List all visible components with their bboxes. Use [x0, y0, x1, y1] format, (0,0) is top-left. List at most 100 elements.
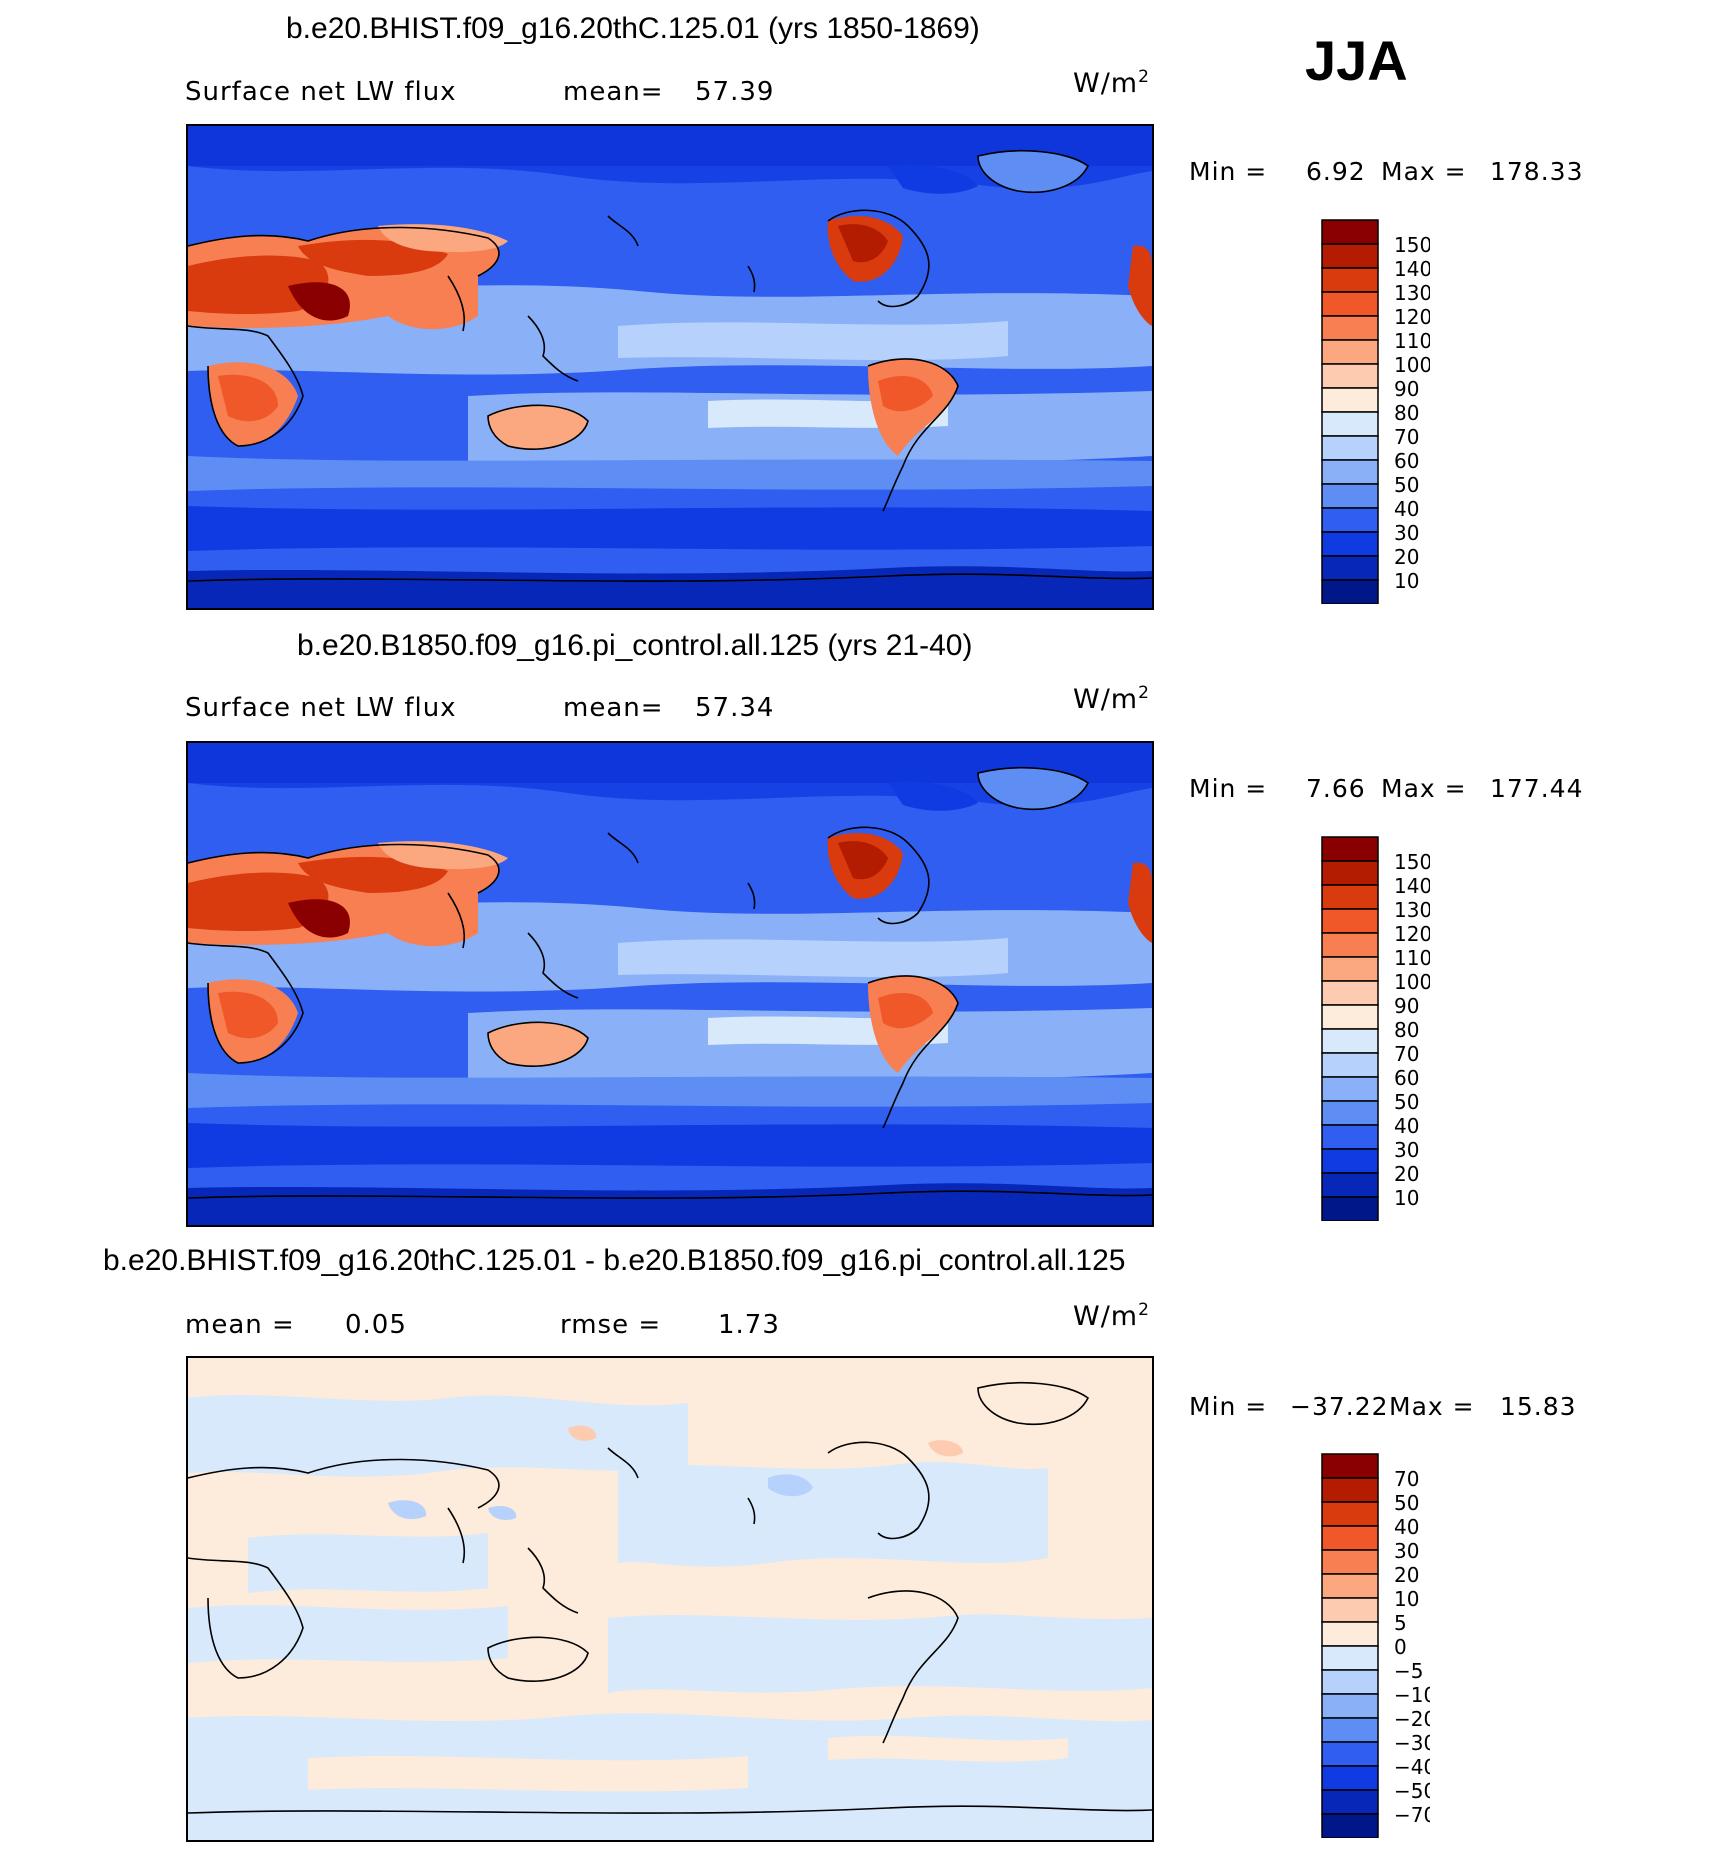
panel2-title: b.e20.B1850.f09_g16.pi_control.all.125 (… [297, 629, 973, 662]
colorbar-swatch [1321, 387, 1379, 413]
panel1-max-value: 178.33 [1490, 157, 1584, 186]
season-label: JJA [1305, 29, 1408, 92]
colorbar-tick-label: 5 [1394, 1611, 1407, 1635]
colorbar-tick-label: 50 [1394, 473, 1419, 497]
colorbar-swatch [1321, 1693, 1379, 1719]
colorbar-tick-label: 20 [1394, 545, 1419, 569]
colorbar-tick-label: 130 [1394, 898, 1430, 922]
colorbar-swatch [1321, 555, 1379, 581]
colorbar-tick-label: 40 [1394, 1114, 1419, 1138]
panel1-title: b.e20.BHIST.f09_g16.20thC.125.01 (yrs 18… [286, 12, 980, 45]
colorbar-tick-label: 110 [1394, 329, 1430, 353]
colorbar-swatch [1321, 932, 1379, 958]
panel2-units: W/m2 [1073, 683, 1150, 715]
colorbar-swatch [1321, 1789, 1379, 1815]
panel3-min-value: −37.22 [1290, 1392, 1389, 1421]
panel3-map [186, 1356, 1154, 1842]
colorbar-tick-label: 30 [1394, 1539, 1419, 1563]
panel3-mean-label: mean = [185, 1310, 295, 1340]
colorbar-tick-label: 50 [1394, 1090, 1419, 1114]
colorbar-swatch [1321, 1004, 1379, 1030]
colorbar-tick-label: 30 [1394, 1138, 1419, 1162]
colorbar-tick-label: 70 [1394, 1042, 1419, 1066]
colorbar-tick-label: 50 [1394, 1491, 1419, 1515]
colorbar-tick-label: 20 [1394, 1162, 1419, 1186]
colorbar-tick-label: 90 [1394, 994, 1419, 1018]
colorbar-swatch [1321, 1765, 1379, 1791]
colorbar-swatch [1321, 243, 1379, 269]
colorbar-tick-label: 10 [1394, 1587, 1419, 1611]
colorbar-tick-label: 20 [1394, 1563, 1419, 1587]
colorbar-swatch [1321, 1477, 1379, 1503]
colorbar-swatch [1321, 1100, 1379, 1126]
colorbar-swatch [1321, 1076, 1379, 1102]
colorbar-tick-label: 10 [1394, 569, 1419, 593]
panel2-min-label: Min = [1189, 774, 1268, 803]
panel2-max-value: 177.44 [1490, 774, 1584, 803]
colorbar-swatch [1321, 908, 1379, 934]
colorbar-swatch [1321, 411, 1379, 437]
colorbar-tick-label: 100 [1394, 970, 1430, 994]
colorbar-tick-label: −30 [1394, 1731, 1430, 1755]
colorbar-swatch [1321, 1172, 1379, 1198]
colorbar-tick-label: 110 [1394, 946, 1430, 970]
colorbar-swatch [1321, 1645, 1379, 1671]
colorbar-swatch [1321, 459, 1379, 485]
colorbar-tick-label: −50 [1394, 1779, 1430, 1803]
colorbar-swatch [1321, 1501, 1379, 1527]
colorbar-tick-label: −20 [1394, 1707, 1430, 1731]
colorbar-swatch [1321, 579, 1379, 604]
colorbar-swatch [1321, 315, 1379, 341]
panel3-min-label: Min = [1189, 1392, 1268, 1421]
panel1-variable: Surface net LW flux [185, 77, 457, 107]
colorbar-swatch [1321, 1741, 1379, 1767]
colorbar-tick-label: −10 [1394, 1683, 1430, 1707]
panel1-map [186, 124, 1154, 610]
colorbar-tick-label: 120 [1394, 922, 1430, 946]
colorbar-tick-label: 80 [1394, 401, 1419, 425]
panel2-map [186, 741, 1154, 1227]
colorbar-swatch [1321, 1525, 1379, 1551]
panel2-mean-label: mean= [563, 693, 664, 723]
colorbar-swatch [1321, 435, 1379, 461]
colorbar-tick-label: 0 [1394, 1635, 1407, 1659]
colorbar-tick-label: 40 [1394, 497, 1419, 521]
colorbar-tick-label: 130 [1394, 281, 1430, 305]
colorbar-swatch [1321, 1453, 1379, 1479]
colorbar-swatch [1321, 1028, 1379, 1054]
colorbar-swatch [1321, 1549, 1379, 1575]
colorbar-swatch [1321, 860, 1379, 886]
colorbar-swatch [1321, 1196, 1379, 1221]
colorbar-swatch [1321, 363, 1379, 389]
colorbar-tick-label: 150 [1394, 233, 1430, 257]
colorbar-swatch [1321, 1124, 1379, 1150]
colorbar-swatch [1321, 1573, 1379, 1599]
panel2-max-label: Max = [1381, 774, 1467, 803]
colorbar-tick-label: 40 [1394, 1515, 1419, 1539]
colorbar-tick-label: −40 [1394, 1755, 1430, 1779]
panel1-max-label: Max = [1381, 157, 1467, 186]
colorbar-tick-label: 70 [1394, 1467, 1419, 1491]
colorbar-swatch [1321, 1621, 1379, 1647]
colorbar-tick-label: −5 [1394, 1659, 1423, 1683]
colorbar-swatch [1321, 507, 1379, 533]
colorbar-tick-label: 60 [1394, 449, 1419, 473]
panel3-units: W/m2 [1073, 1300, 1150, 1332]
colorbar-tick-label: −70 [1394, 1803, 1430, 1827]
colorbar-swatch [1321, 884, 1379, 910]
colorbar-tick-label: 90 [1394, 377, 1419, 401]
panel1-mean-label: mean= [563, 77, 664, 107]
colorbar-swatch [1321, 1669, 1379, 1695]
colorbar-tick-label: 140 [1394, 874, 1430, 898]
panel1-min-label: Min = [1189, 157, 1268, 186]
colorbar-swatch [1321, 836, 1379, 862]
colorbar-swatch [1321, 219, 1379, 245]
colorbar-swatch [1321, 267, 1379, 293]
colorbar-swatch [1321, 1597, 1379, 1623]
colorbar-tick-label: 120 [1394, 305, 1430, 329]
colorbar-swatch [1321, 1148, 1379, 1174]
panel1-min-value: 6.92 [1306, 157, 1366, 186]
colorbar-tick-label: 140 [1394, 257, 1430, 281]
